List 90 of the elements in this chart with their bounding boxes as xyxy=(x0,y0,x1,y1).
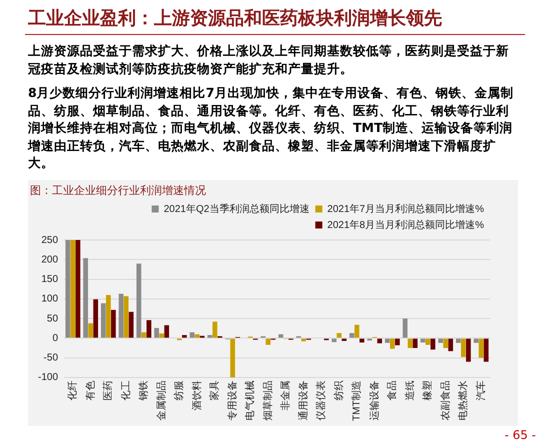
bar xyxy=(230,338,236,378)
x-tick-label: 纺织 xyxy=(332,380,345,400)
bar xyxy=(212,322,218,338)
bar xyxy=(70,240,76,338)
x-tick-label: 酒饮料 xyxy=(190,380,203,410)
legend-label: 2021年Q2当季利润总额同比增速 xyxy=(164,202,310,215)
bar xyxy=(124,296,129,338)
x-tick-label: 电热燃水 xyxy=(457,380,470,420)
bar xyxy=(164,325,170,338)
bar xyxy=(456,338,461,343)
x-tick-label: 汽车 xyxy=(474,380,487,400)
x-tick-label: 造纸 xyxy=(404,380,416,400)
x-tick-label: 医药 xyxy=(102,380,114,400)
bar xyxy=(438,338,443,343)
text: - 65 - xyxy=(504,428,536,442)
bar xyxy=(408,338,413,348)
legend-label: 2021年7月当月利润总额同比增速% xyxy=(327,202,484,215)
bar xyxy=(384,338,390,343)
bar xyxy=(159,333,164,338)
bar xyxy=(154,328,159,338)
bar xyxy=(484,338,489,362)
x-tick-label: 农副食品 xyxy=(439,380,452,420)
bar xyxy=(76,240,80,338)
x-tick-label: 化工 xyxy=(120,380,132,400)
x-tick-label: 食品 xyxy=(386,380,398,400)
chart-subtitle: 图：工业企业细分行业利润增速情况 xyxy=(30,183,206,198)
bar xyxy=(128,312,134,338)
bar xyxy=(349,333,354,338)
bar xyxy=(336,333,342,338)
y-tick-label: 50 xyxy=(46,313,58,324)
bar xyxy=(448,338,454,352)
bar xyxy=(430,338,436,350)
bar xyxy=(354,324,360,338)
x-tick-label: 有色 xyxy=(84,380,96,400)
bar xyxy=(88,323,94,338)
x-tick-label: 纺服 xyxy=(173,380,186,400)
bar xyxy=(146,320,152,338)
text: 上游资源品受益于需求扩大、价格上涨以及上年同期基数较低等，医药则是受益于新冠疫苗及检测试剂等防疫抗疫物资产能扩充和产量提升。 xyxy=(28,42,510,77)
bar xyxy=(443,338,448,348)
bar xyxy=(460,338,466,358)
bar xyxy=(332,338,336,342)
bar xyxy=(474,338,478,343)
bar xyxy=(377,338,382,344)
chart-title: 工业企业盈利：上游资源品和医药板块利润增长领先 xyxy=(28,7,442,30)
bar xyxy=(420,338,426,342)
bar xyxy=(425,338,430,345)
y-tick-label: 200 xyxy=(41,254,58,266)
bar xyxy=(466,338,471,362)
x-tick-label: 通用设备 xyxy=(297,380,310,420)
bar xyxy=(478,338,484,358)
x-tick-label: 化纤 xyxy=(66,380,79,400)
text: 8月少数细分行业利润增速相比7月出现加快，集中在专用设备、有色、钢铁、金属制品、纺服、烟草制品、食品、通用设备等。化纤、有色、医药、化工、钢铁等行业利润增长维持在相对高位；而电气机械、仪器仪表、纺织、TMT制造、运输设备等利润增速由正转负，汽车、电热燃水、农副食品、橡塑、非金属等利润增速下滑幅度扩大。 xyxy=(28,84,514,172)
bar xyxy=(266,338,271,345)
y-tick-label: -50 xyxy=(44,352,58,364)
bar xyxy=(412,338,418,348)
bar xyxy=(194,334,200,338)
bar xyxy=(100,303,106,338)
bar xyxy=(301,338,306,342)
y-tick-label: 100 xyxy=(41,294,58,305)
x-tick-label: TMT制造 xyxy=(350,380,363,421)
bar xyxy=(65,240,70,338)
bar xyxy=(136,264,142,338)
bar xyxy=(402,318,408,338)
bar xyxy=(395,338,400,346)
y-tick-label: 150 xyxy=(41,274,58,286)
x-tick-label: 烟草制品 xyxy=(262,380,274,420)
bar xyxy=(83,258,88,338)
bar xyxy=(118,294,124,338)
x-tick-label: 电气机械 xyxy=(244,380,256,420)
x-tick-label: 钢铁 xyxy=(138,380,150,402)
legend-label: 2021年8月当月利润总额同比增速% xyxy=(327,218,484,231)
bar xyxy=(360,338,364,342)
x-tick-label: 橡塑 xyxy=(422,380,434,400)
bar xyxy=(111,310,116,338)
y-tick-label: 0 xyxy=(52,332,58,344)
y-tick-label: -100 xyxy=(38,372,58,384)
x-tick-label: 运输设备 xyxy=(368,380,380,420)
x-tick-label: 金属制品 xyxy=(155,380,168,420)
x-tick-label: 家具 xyxy=(208,380,221,400)
bar xyxy=(106,294,111,338)
bar xyxy=(182,335,187,338)
x-tick-label: 专用设备 xyxy=(226,380,238,420)
bar xyxy=(190,332,194,338)
bar xyxy=(390,338,395,349)
x-tick-label: 仪器仪表 xyxy=(315,380,328,420)
bar xyxy=(93,299,98,338)
bar xyxy=(207,335,212,338)
bar xyxy=(142,332,146,338)
y-tick-label: 250 xyxy=(41,234,58,246)
x-tick-label: 非金属 xyxy=(280,380,292,410)
